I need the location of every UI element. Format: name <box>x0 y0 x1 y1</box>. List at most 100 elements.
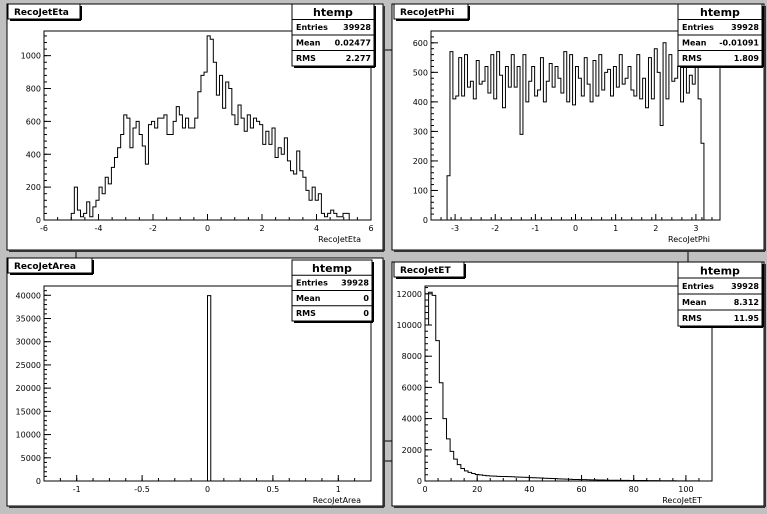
histogram-bin <box>269 144 272 220</box>
chart-title: RecoJetET <box>400 266 451 276</box>
y-tick-label: 800 <box>26 85 41 94</box>
histogram-bin <box>124 115 127 220</box>
histogram-bin <box>139 135 142 220</box>
histogram-bin <box>173 121 176 220</box>
histogram-bin <box>145 164 148 220</box>
stats-box: htemp Entries 39928 Mean 8.312 RMS 11.95 <box>677 261 764 328</box>
stats-mean-value: 8.312 <box>734 298 759 307</box>
histogram-bin <box>526 102 529 220</box>
x-tick-label: -2 <box>149 224 157 233</box>
stats-title: htemp <box>700 6 740 19</box>
histogram-bin <box>74 187 77 220</box>
stats-mean-value: 0 <box>363 294 369 303</box>
histogram-bin <box>470 81 473 220</box>
histogram-bin <box>612 480 616 481</box>
histogram-bin <box>555 66 558 220</box>
x-tick-label: -2 <box>491 224 499 233</box>
histogram-bin <box>522 477 526 481</box>
histogram-bin <box>118 148 121 220</box>
histogram-bin <box>260 125 263 220</box>
stats-entries-label: Entries <box>682 23 714 32</box>
stats-entries-label: Entries <box>296 279 328 288</box>
histogram-bin <box>318 194 321 220</box>
histogram-series <box>70 35 350 220</box>
histogram-bin <box>432 295 436 481</box>
stats-mean-label: Mean <box>296 39 321 48</box>
x-axis-label: RecoJetET <box>662 496 702 505</box>
stats-rms-label: RMS <box>296 309 316 318</box>
histogram-bin <box>669 55 672 220</box>
y-tick-label: 10000 <box>397 321 422 330</box>
histogram-bin <box>619 55 622 220</box>
y-tick-label: 200 <box>26 183 41 192</box>
histogram-bin <box>646 108 649 220</box>
stats-title: htemp <box>700 264 740 277</box>
histogram-bin <box>278 148 281 220</box>
histogram-bin <box>672 81 675 220</box>
histogram-bin <box>93 207 96 220</box>
histogram-bin <box>207 36 210 220</box>
histogram-bin <box>551 479 555 481</box>
histogram-bin <box>605 72 608 220</box>
histogram-bin <box>472 474 476 481</box>
histogram-bin <box>538 90 541 220</box>
histogram-bin <box>155 128 158 220</box>
histogram-bin <box>454 459 458 481</box>
histogram-bin <box>464 471 468 481</box>
x-tick-label: 0 <box>205 224 210 233</box>
histogram-bin <box>586 480 590 481</box>
histogram-bin <box>425 325 429 481</box>
histogram-bin <box>450 52 453 220</box>
histogram-bin <box>547 478 551 481</box>
histogram-bin <box>204 72 207 220</box>
histogram-bin <box>651 99 654 220</box>
stats-entries-label: Entries <box>682 282 714 291</box>
stats-mean-label: Mean <box>682 39 707 48</box>
histogram-bin <box>324 217 327 220</box>
histogram-bin <box>504 477 508 481</box>
histogram-series <box>446 42 705 220</box>
histogram-bin <box>456 96 459 220</box>
stats-mean-label: Mean <box>682 298 707 307</box>
histogram-bin <box>294 174 297 220</box>
histogram-bin <box>303 177 306 220</box>
stats-rms-label: RMS <box>296 54 316 63</box>
histogram-bin <box>133 128 136 220</box>
histogram-bin <box>447 439 451 481</box>
histogram-bin <box>678 66 681 220</box>
histogram-bin <box>468 472 472 481</box>
histogram-bin <box>337 217 340 220</box>
histogram-bin <box>192 128 195 220</box>
histogram-bin <box>686 93 689 220</box>
histogram-bin <box>291 171 294 220</box>
histogram-bin <box>546 81 549 220</box>
histogram-bin <box>81 217 84 220</box>
x-axis-label: RecoJetPhi <box>668 235 710 244</box>
histogram-bin <box>90 217 93 220</box>
x-tick-label: 20 <box>472 485 482 494</box>
histogram-bin <box>331 210 334 220</box>
x-tick-label: 3 <box>693 224 698 233</box>
histogram-bin <box>602 90 605 220</box>
histogram-bin <box>491 55 494 220</box>
histogram-bin <box>459 58 462 220</box>
chart-title: RecoJetPhi <box>400 8 454 18</box>
y-tick-label: 600 <box>413 39 428 48</box>
histogram-bin <box>613 66 616 220</box>
histogram-bin <box>695 52 698 220</box>
histogram-bin <box>689 75 692 220</box>
stats-entries-label: Entries <box>296 23 328 32</box>
x-tick-label: -4 <box>95 224 103 233</box>
histogram-bin <box>508 477 512 481</box>
histogram-bin <box>479 475 483 481</box>
y-tick-label: 25000 <box>16 361 41 370</box>
x-tick-label: 6 <box>368 224 373 233</box>
histogram-bin <box>511 477 515 481</box>
histogram-bin <box>634 96 637 220</box>
histogram-bin <box>593 61 596 220</box>
x-tick-label: 0 <box>422 485 427 494</box>
histogram-bin <box>210 39 213 220</box>
histogram-bin <box>535 96 538 220</box>
histogram-bin <box>266 131 269 220</box>
histogram-bin <box>232 115 235 220</box>
